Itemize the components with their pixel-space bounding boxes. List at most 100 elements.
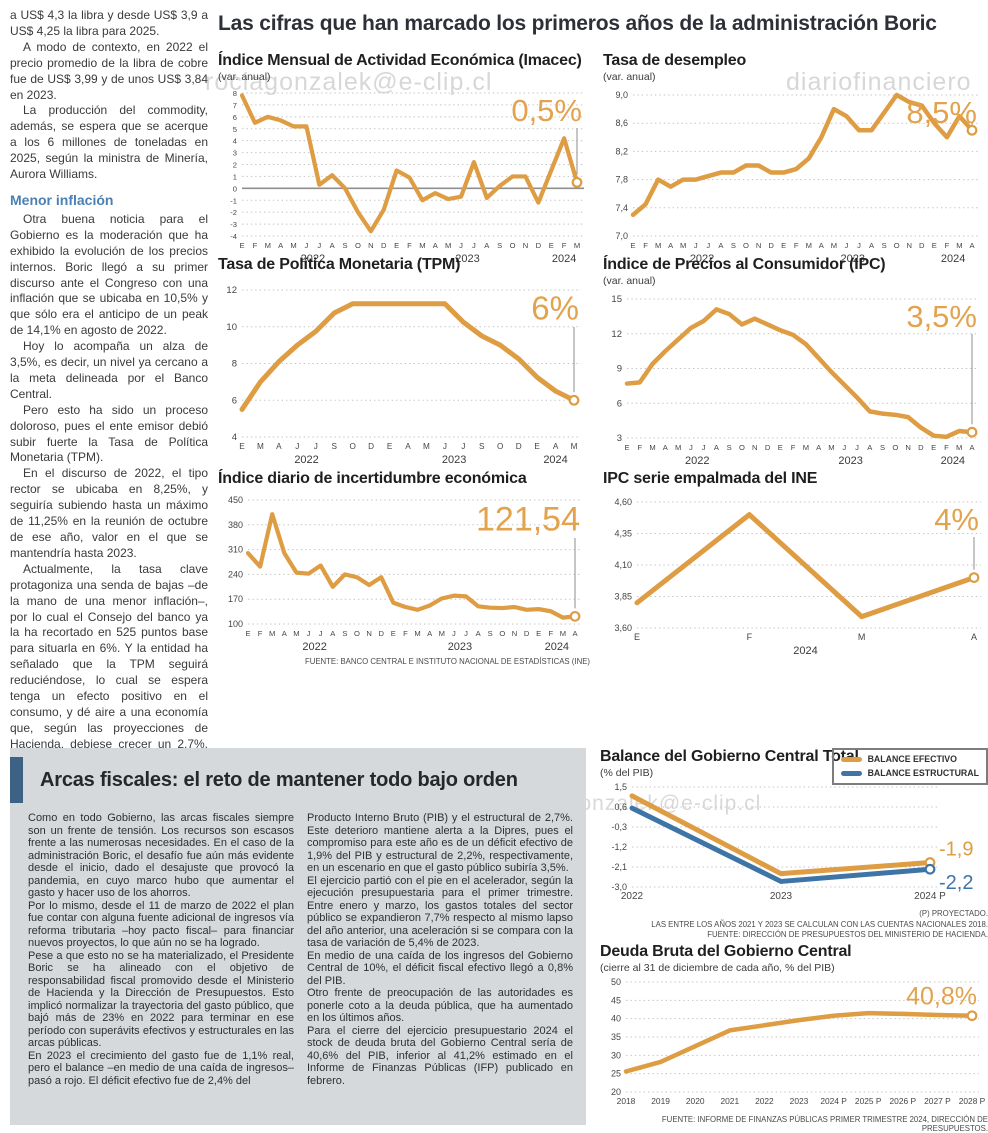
svg-text:2023: 2023 [770,891,793,902]
svg-text:F: F [945,241,950,250]
svg-text:0,6: 0,6 [614,802,627,812]
svg-text:F: F [253,241,258,250]
paragraph: En medio de una caída de los ingresos de… [307,949,573,987]
svg-text:F: F [407,241,412,250]
legend-label: BALANCE EFECTIVO [867,754,958,764]
svg-text:A: A [969,241,975,250]
svg-text:2022: 2022 [302,641,326,653]
svg-text:F: F [548,629,553,638]
svg-text:A: A [553,442,559,451]
svg-text:7,0: 7,0 [615,231,628,241]
svg-text:S: S [497,241,502,250]
svg-text:A: A [330,241,336,250]
svg-text:A: A [969,443,975,452]
svg-text:J: J [314,442,318,451]
chart-plot: 450 380 310 240 170 100 E F M A M J J A S O N D E F M A M J J A S O… [218,488,590,656]
svg-text:2024: 2024 [793,645,817,657]
chart-ipc-empalmada: IPC serie empalmada del INE 4,60 4,35 4,10… [603,470,988,658]
paragraph: Para el cierre del ejercicio presupuesta… [307,1024,573,1087]
svg-text:J: J [689,443,693,452]
chart-subtitle: (var. anual) [218,71,271,83]
svg-text:25: 25 [611,1069,621,1079]
chart-title: IPC serie empalmada del INE [603,470,818,487]
svg-text:M: M [423,442,430,451]
svg-text:M: M [439,629,445,638]
svg-text:M: M [293,629,299,638]
svg-text:50: 50 [611,977,621,987]
svg-text:J: J [317,241,321,250]
svg-text:D: D [768,241,774,250]
desempleo-svg: 9,08,68,27,87,47,0E F M A M J J A S O N D E F M A M J J A S O… [615,90,979,265]
svg-text:2024 P: 2024 P [820,1096,847,1106]
svg-text:-0,3: -0,3 [611,822,627,832]
svg-text:J: J [845,241,849,250]
svg-text:D: D [381,241,387,250]
chart-plot: 9,0 8,6 8,2 7,8 7,4 7,0 E F M A M J J A S O N D E F M A M J J A S O… [603,83,988,269]
svg-text:E: E [781,241,786,250]
svg-text:M: M [680,241,686,250]
svg-text:M: M [269,629,275,638]
svg-text:O: O [497,442,503,451]
svg-text:A: A [572,629,578,638]
chart-title: Tasa de desempleo [603,52,747,69]
svg-text:2020: 2020 [686,1096,705,1106]
svg-text:M: M [265,241,271,250]
chart-plot: 15 12 9 6 3 E F M A M J J A S O N D E F M A M J J A S O N D E F M A 2022 2… [603,287,988,471]
svg-text:M: M [290,241,296,250]
chart-legend: BALANCE EFECTIVO BALANCE ESTRUCTURAL [831,748,988,785]
svg-text:1: 1 [233,172,237,181]
svg-text:0,5%: 0,5% [511,93,582,128]
svg-text:O: O [892,443,898,452]
chart-title: Deuda Bruta del Gobierno Central [600,943,852,960]
legend-swatch [840,756,862,762]
svg-text:F: F [258,629,263,638]
svg-text:S: S [880,443,885,452]
svg-text:J: J [461,442,465,451]
svg-text:O: O [355,241,361,250]
fiscal-columns: Como en todo Gobierno, las arcas fiscale… [28,812,573,1087]
svg-text:-3: -3 [230,220,237,229]
svg-text:2022: 2022 [294,454,318,466]
svg-text:170: 170 [228,594,243,604]
svg-text:J: J [452,629,456,638]
svg-text:121,54: 121,54 [476,501,580,539]
svg-text:O: O [349,442,355,451]
svg-text:6: 6 [232,395,237,406]
svg-text:F: F [944,443,949,452]
svg-text:240: 240 [228,569,243,579]
fiscal-column-right: Producto Interno Bruto (PIB) y el estruc… [307,812,573,1087]
svg-text:O: O [739,443,745,452]
svg-text:D: D [368,442,374,451]
svg-text:40,8%: 40,8% [906,983,977,1011]
chart-plot: 12 10 8 6 4 E M A J J S O D E A M J J S O D E A M 2022 2023 2024 6% [218,274,590,470]
svg-text:S: S [488,629,493,638]
svg-text:D: D [536,241,542,250]
article-paragraph: En el discurso de 2022, el tipo rector s… [10,466,208,560]
svg-text:-2,1: -2,1 [611,862,627,872]
svg-text:D: D [524,629,530,638]
paragraph: Otro frente de preocupación de las autor… [307,987,573,1024]
svg-text:D: D [378,629,384,638]
svg-text:M: M [649,443,655,452]
svg-text:45: 45 [611,995,621,1005]
svg-text:M: M [257,442,264,451]
svg-text:A: A [330,629,336,638]
svg-text:A: A [714,443,720,452]
svg-text:D: D [765,443,771,452]
svg-text:2021: 2021 [720,1096,739,1106]
svg-text:A: A [971,632,977,642]
empalmada-svg: 4,60 4,35 4,10 3,85 3,60E F M A 2024 4% [614,497,981,657]
svg-text:N: N [512,629,517,638]
svg-text:2022: 2022 [685,455,709,467]
svg-text:S: S [731,241,736,250]
svg-text:8,5%: 8,5% [906,95,977,130]
svg-text:-3,0: -3,0 [611,882,627,892]
svg-text:8,6: 8,6 [615,118,628,128]
chart-subtitle: (var. anual) [603,275,656,287]
svg-text:J: J [319,629,323,638]
svg-text:M: M [419,241,425,250]
paragraph: FUENTE: DIRECCIÓN DE PRESUPUESTOS DEL MI… [707,930,988,939]
